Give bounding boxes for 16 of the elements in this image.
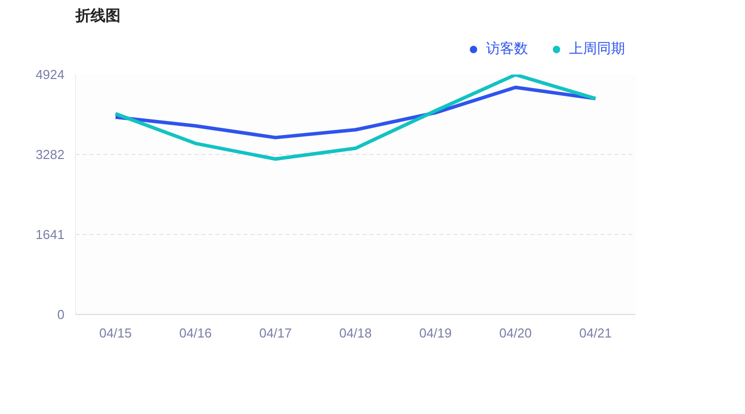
x-tick-label: 04/16: [179, 326, 212, 340]
x-tick-label: 04/21: [579, 326, 612, 340]
x-tick-label: 04/19: [419, 326, 452, 340]
y-tick-label: 4924: [36, 67, 64, 82]
legend-label: 上周同期: [569, 40, 625, 58]
line-series: [114, 86, 598, 140]
chart-title: 折线图: [74, 8, 120, 24]
y-tick-label: 1641: [36, 227, 64, 242]
y-tick-label: 3282: [36, 147, 64, 162]
x-tick-label: 04/17: [259, 326, 292, 340]
legend-label: 访客数: [486, 40, 528, 58]
x-tick-label: 04/20: [499, 326, 532, 340]
x-tick-label: 04/18: [339, 326, 372, 340]
y-tick-label: 0: [57, 307, 65, 322]
x-tick-label: 04/15: [99, 326, 132, 340]
line-series: [114, 74, 598, 161]
